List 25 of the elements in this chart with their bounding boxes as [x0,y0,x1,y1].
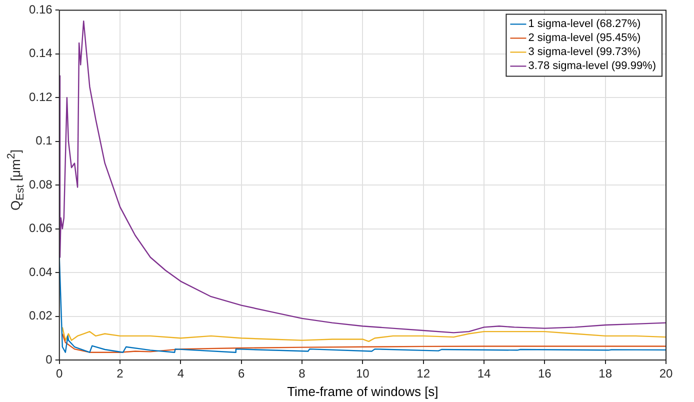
x-tick-label: 18 [598,366,612,381]
legend-label: 1 sigma-level (68.27%) [528,18,641,30]
y-tick-label: 0.16 [28,2,53,17]
x-tick-label: 0 [56,366,64,381]
y-tick-label: 0.04 [28,264,53,279]
x-tick-label: 20 [659,366,673,381]
x-tick-label: 4 [177,366,184,381]
x-tick-label: 6 [238,366,246,381]
x-tick-label: 10 [356,366,370,381]
y-tick-label: 0.02 [28,308,53,323]
legend-label: 3 sigma-level (99.73%) [528,46,641,58]
x-tick-label: 12 [416,366,430,381]
x-axis-title: Time-frame of windows [s] [287,384,438,399]
x-tick-label: 2 [116,366,124,381]
y-tick-label: 0.1 [36,134,53,148]
y-tick-label: 0.06 [28,221,53,236]
y-tick-label: 0.12 [28,90,53,104]
legend-label: 3.78 sigma-level (99.99%) [528,60,656,72]
legend-label: 2 sigma-level (95.45%) [528,32,641,44]
y-tick-label: 0.14 [28,46,53,60]
x-tick-label: 14 [477,366,491,381]
y-tick-label: 0 [46,352,53,366]
x-tick-label: 8 [298,366,306,381]
x-tick-label: 16 [538,366,552,381]
y-tick-label: 0.08 [28,177,53,192]
